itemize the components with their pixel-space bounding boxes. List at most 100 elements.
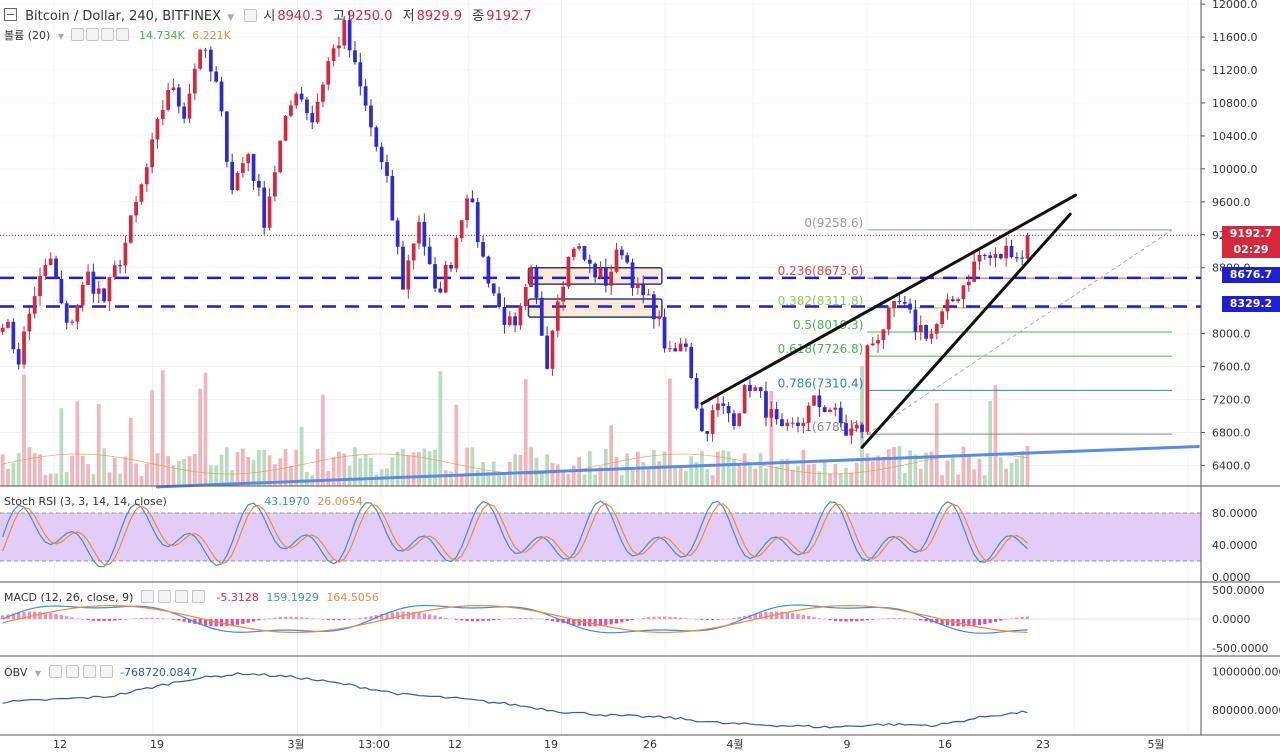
macd-histogram-bar [983,619,987,625]
close-icon[interactable] [99,665,113,678]
collapse-icon[interactable] [4,8,17,21]
macd-histogram-bar [326,619,330,620]
time-tick-label: 16 [938,738,952,751]
candle-body [502,306,507,325]
volume-bar [668,378,672,486]
close-icon[interactable] [116,28,130,41]
settings-icon[interactable] [157,590,171,603]
macd-histogram-bar [481,619,485,622]
candle-body [262,187,267,228]
volume-bar [1004,468,1009,486]
time-tick-label: 19 [544,738,558,751]
candle-body [294,93,299,106]
macd-label[interactable]: MACD (12, 26, close, 9) [4,591,134,604]
macd-signal-value: 164.5056 [326,591,379,604]
macd-histogram-bar [182,619,186,622]
macd-histogram-bar [710,619,715,620]
grid [0,0,1201,735]
volume-bar [566,473,571,486]
macd-histogram-bar [812,617,816,619]
eye-icon[interactable] [71,28,85,41]
candle-body [806,405,811,423]
dropdown-arrow-icon[interactable]: ▼ [34,669,42,678]
candle-body [160,109,165,119]
macd-hist-value: -5.3128 [216,591,259,604]
fibonacci-retracement: 0(9258.6) 0.236(8673.6) 0.382(8311.8) 0.5(8… [778,216,1173,435]
settings-icon[interactable] [86,28,100,41]
volume-bar [774,466,779,486]
eye-icon[interactable] [48,665,62,678]
stoch-tick-label: 0.0000 [1212,571,1251,584]
stoch-label[interactable]: Stoch RSI (3, 3, 14, 14, close) [4,495,167,508]
candle-body [11,321,16,350]
dropdown-arrow-icon[interactable]: ▼ [227,13,235,23]
obv-label[interactable]: OBV [4,666,28,679]
volume-bar [828,473,832,486]
eye-icon[interactable] [244,9,258,22]
volume-label[interactable]: 볼륨 (20) [4,29,51,42]
volume-bar [486,471,491,486]
volume-bar [214,465,219,486]
volume-bar [940,475,944,486]
candle-body [491,283,496,294]
candlestick-series [0,10,1030,445]
candle-body [64,303,69,323]
volume-bar [977,458,982,486]
candle-body [780,419,784,427]
macd-histogram-bar [935,619,939,624]
candle-body [102,288,106,302]
volume-bar [326,470,331,486]
volume-bar [155,453,160,486]
time-tick-label: 3월 [287,738,304,751]
fib-diagonal [867,229,1173,435]
price-tick-label: 7600.0 [1212,361,1251,374]
eye-icon[interactable] [140,590,154,603]
candle-body [395,220,400,247]
volume-bar [417,451,421,486]
time-tick-label: 4월 [726,738,743,751]
macd-histogram-bar [759,612,763,619]
candle-body [385,162,389,176]
level-badge-1: 8676.7 [1222,267,1280,283]
candle-body [278,140,283,173]
volume-bar [11,463,16,486]
volume-bar [587,450,592,486]
volume-bars [0,366,1030,486]
macd-histogram-bar [572,619,576,626]
level-badge-2: 8329.2 [1222,296,1280,312]
macd-histogram-bar [422,613,426,619]
add-icon[interactable] [101,28,115,41]
volume-bar [337,451,341,486]
volume-bar [160,370,165,486]
volume-bar [988,401,993,486]
macd-histogram-bar [780,611,784,619]
volume-bar [497,474,501,486]
volume-bar [1025,446,1030,486]
volume-bar [555,464,560,486]
volume-bar [224,447,229,486]
dropdown-arrow-icon[interactable]: ▼ [57,32,64,41]
volume-bar [753,468,758,486]
macd-histogram-bar [251,619,256,622]
candle-body [881,329,886,341]
volume-bar [961,446,966,486]
candle-body [353,50,357,63]
macd-histogram-bar [385,613,389,619]
volume-bar [619,475,624,486]
candle-body [940,311,944,325]
add-icon[interactable] [174,590,188,603]
candle-body [326,61,331,85]
macd-histogram-bar [139,618,144,619]
macd-histogram-bar [913,619,918,620]
volume-bar [475,470,480,486]
add-icon[interactable] [82,665,96,678]
close-icon[interactable] [191,590,205,603]
volume-bar [641,462,646,486]
macd-histogram-bar [198,619,202,625]
candle-body [449,264,453,269]
candle-body [635,283,640,288]
macd-histogram-bar [924,619,928,622]
symbol-label[interactable]: Bitcoin / Dollar, 240, BITFINEX [25,9,222,24]
settings-icon[interactable] [65,665,79,678]
